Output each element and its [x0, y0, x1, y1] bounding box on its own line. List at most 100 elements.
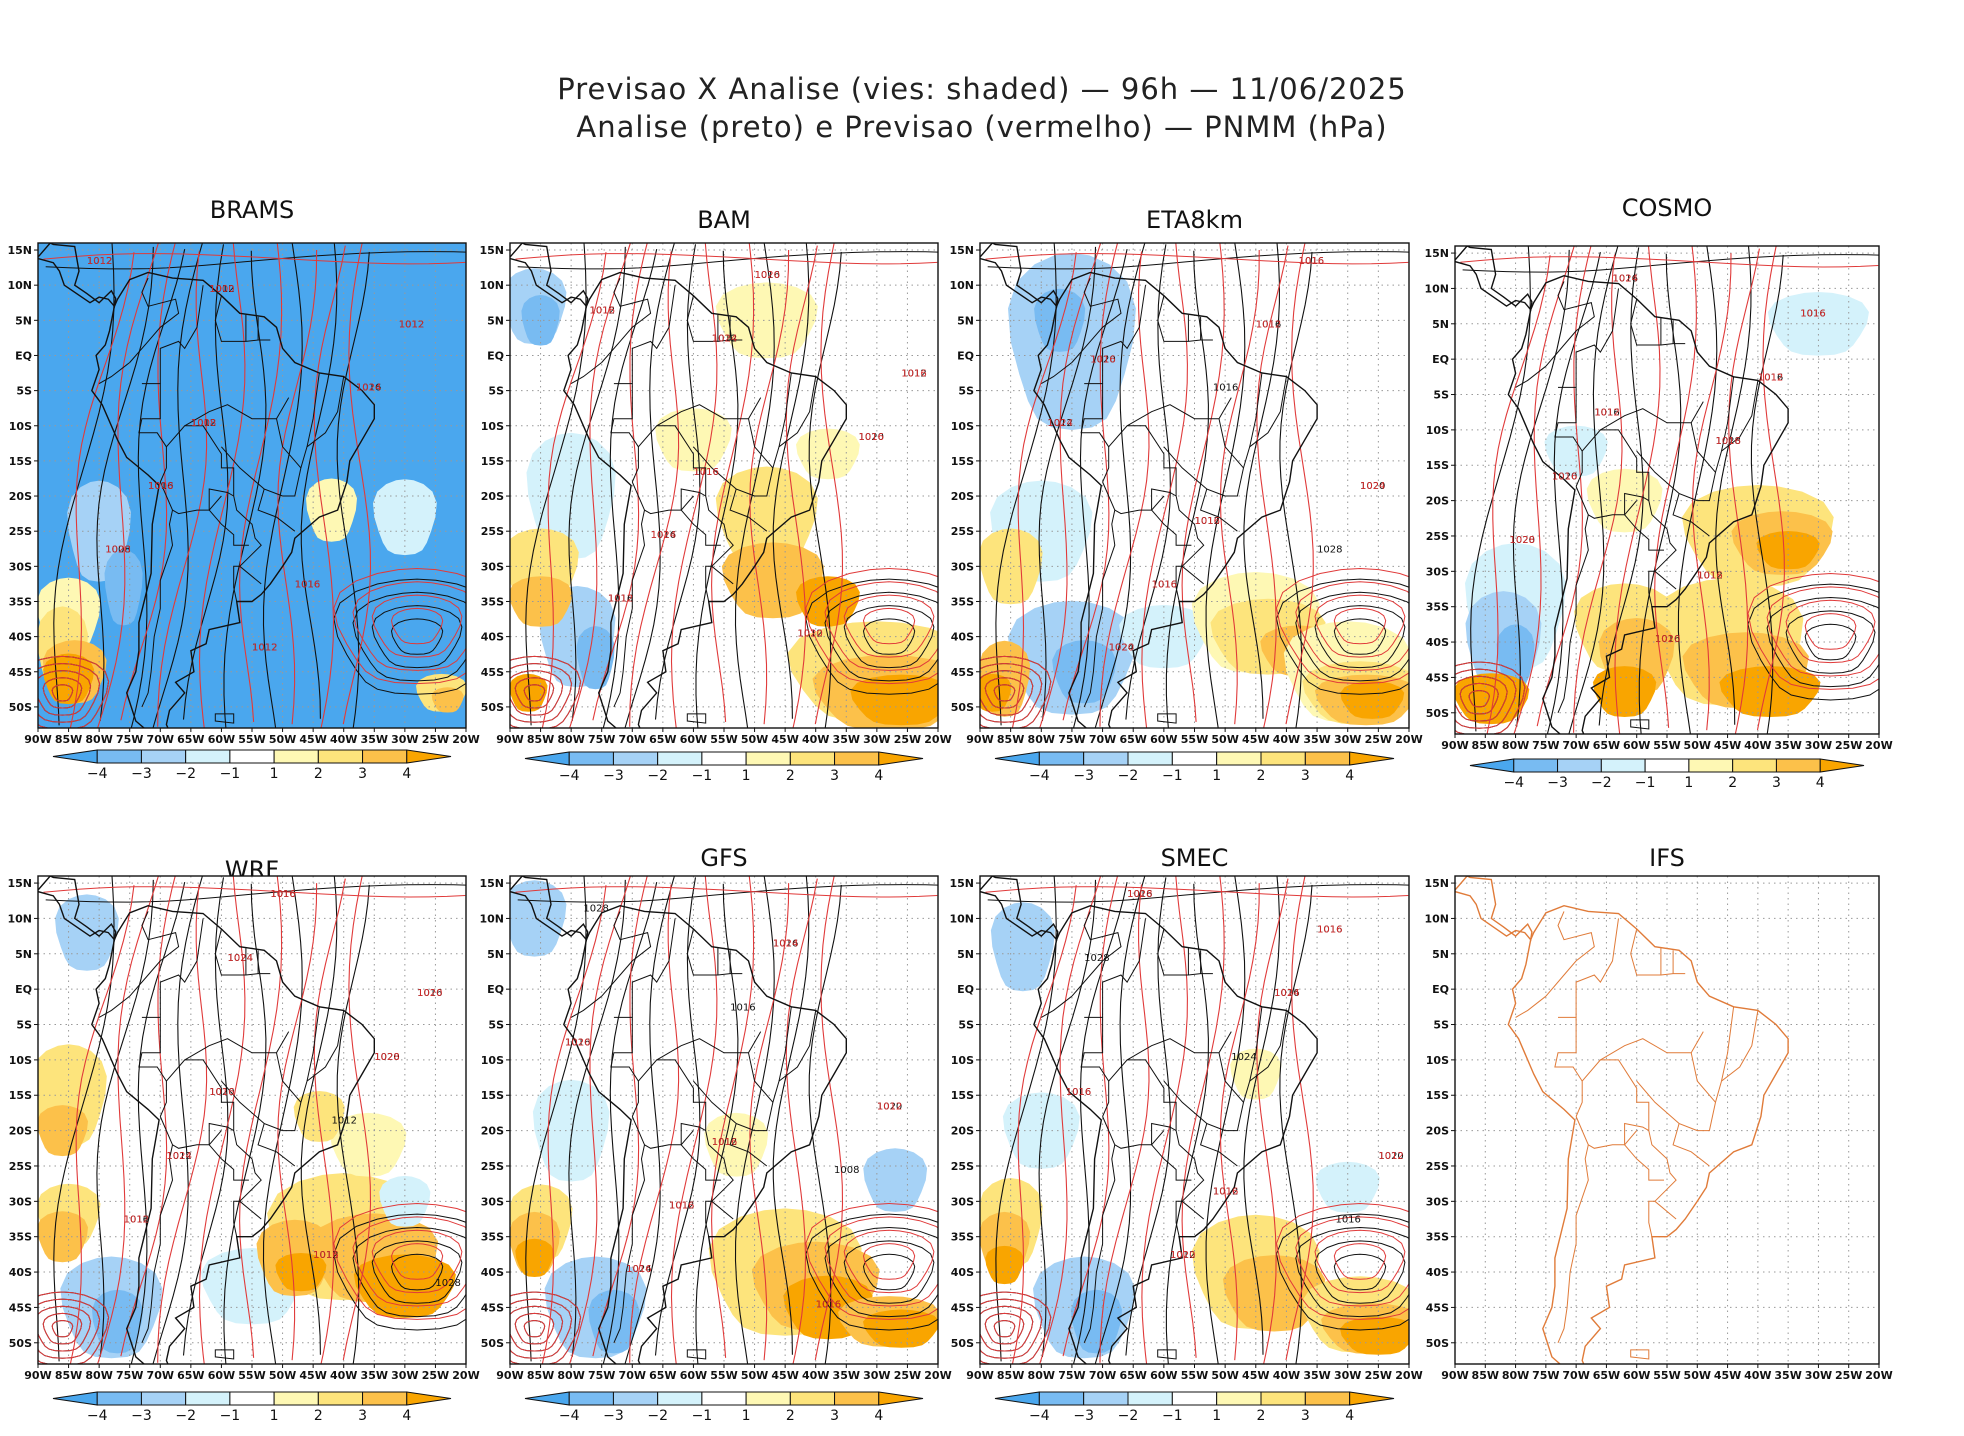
- isobar-label: 1016: [773, 939, 798, 950]
- lon-tick-label: 40W: [1273, 733, 1300, 746]
- isobar-label: 1020: [565, 1038, 590, 1049]
- lon-tick-label: 20W: [924, 1369, 951, 1382]
- isobar-label: 1028: [1127, 889, 1152, 900]
- isobar-line: [45, 884, 466, 903]
- isobar-label: 1016: [1066, 1087, 1091, 1098]
- isobar-line: [541, 885, 607, 1364]
- country-border: [1575, 1059, 1677, 1220]
- isobar-ring: [993, 1319, 1016, 1338]
- isobar-ring: [1333, 607, 1387, 645]
- isobar-ring: [352, 581, 466, 671]
- lat-tick-label: 45S: [1426, 1301, 1449, 1314]
- isobar-line: [517, 251, 938, 270]
- isobar-line: [313, 245, 346, 728]
- colorbar-label: 2: [314, 1408, 323, 1424]
- country-border: [1515, 995, 1547, 1018]
- bias-area: [515, 1238, 554, 1277]
- lon-tick-label: 90W: [966, 1369, 993, 1382]
- isobar-label: 1024: [228, 953, 253, 964]
- colorbar-label: 4: [402, 766, 411, 782]
- isobar-line: [1256, 245, 1289, 728]
- lon-tick-label: 30W: [1334, 733, 1361, 746]
- isobar-ring: [824, 591, 938, 682]
- country-border: [705, 1200, 712, 1237]
- isobar-ring: [352, 1216, 466, 1307]
- lat-tick-label: EQ: [957, 983, 974, 996]
- country-border: [1721, 380, 1759, 452]
- lat-tick-label: 50S: [951, 1337, 974, 1350]
- bias-area: [796, 576, 860, 627]
- isobar-line: [342, 876, 372, 1361]
- colorbar-label: −2: [647, 1408, 668, 1424]
- colorbar-label: −4: [87, 766, 108, 782]
- lat-tick-label: 10N: [7, 279, 32, 292]
- isobar-line: [313, 878, 346, 1364]
- isobar-line: [1219, 883, 1260, 1361]
- lat-tick-label: 50S: [9, 1337, 32, 1350]
- country-border: [754, 372, 792, 497]
- colorbar-swatch: [140, 749, 187, 764]
- isobar-label: 1016: [295, 579, 320, 590]
- lon-tick-label: 80W: [85, 733, 112, 746]
- lat-tick-label: 15N: [949, 244, 974, 257]
- country-border: [1041, 995, 1073, 1018]
- isobar-label: 1016: [1256, 319, 1281, 330]
- isobar-ring: [824, 1226, 938, 1318]
- colorbar-swatch: [362, 1391, 408, 1406]
- country-border: [1249, 1010, 1287, 1082]
- colorbar-swatch: [1083, 751, 1129, 766]
- country-border: [1697, 376, 1735, 502]
- coastline: [91, 271, 375, 728]
- falkland-islands: [1157, 713, 1177, 724]
- isobar-line: [1094, 243, 1146, 728]
- colorbar: −4 −3 −2 −1 1 2 3 4: [994, 751, 1395, 784]
- isobar-ring: [51, 1319, 74, 1338]
- isobar-line: [1460, 256, 1879, 268]
- bias-area: [510, 673, 548, 712]
- colorbar-label: −2: [175, 1408, 196, 1424]
- panel-title: COSMO: [1622, 194, 1712, 222]
- lon-tick-label: 75W: [588, 733, 615, 746]
- isobar-label: 1024: [626, 1264, 651, 1275]
- country-border: [613, 1116, 646, 1344]
- lat-tick-label: 40S: [9, 631, 32, 644]
- colorbar-label: 4: [402, 1408, 411, 1424]
- colorbar-label: 1: [1684, 775, 1693, 791]
- country-border: [1083, 1116, 1116, 1343]
- isobar-line: [1513, 246, 1575, 734]
- isobar-line: [300, 243, 338, 719]
- isobar-label: 1012: [1213, 1186, 1238, 1197]
- coastline: [1033, 271, 1318, 728]
- country-border: [778, 376, 817, 448]
- lat-tick-label: 40S: [1426, 1266, 1449, 1279]
- bias-area: [293, 1091, 345, 1142]
- isobar-line: [1141, 876, 1188, 1364]
- isobar-label: 1016: [1213, 1186, 1238, 1197]
- colorbar-swatch: [1260, 751, 1306, 766]
- lat-tick-label: 45S: [9, 666, 32, 679]
- country-border: [276, 418, 302, 469]
- isobar-line: [157, 251, 208, 727]
- map-panel-eta8km: ETA8km1020101210161012101610161020102410…: [949, 206, 1422, 784]
- colorbar-swatch: [568, 1391, 614, 1406]
- lon-tick-label: 40W: [1273, 1369, 1300, 1382]
- isobar-line: [1205, 243, 1246, 728]
- isobar-line: [569, 876, 631, 1364]
- isobar-label: 1016: [651, 530, 676, 541]
- isobar-line: [43, 253, 466, 265]
- coastline-central-america: [510, 243, 589, 308]
- isobar-ring: [1295, 1226, 1409, 1318]
- isobar-line: [157, 884, 208, 1363]
- country-border: [686, 928, 743, 976]
- isobar-line: [43, 886, 466, 898]
- lon-tick-label: 70W: [1562, 739, 1589, 752]
- isobar-ring: [1804, 613, 1857, 650]
- country-border: [233, 1200, 240, 1237]
- isobar-line: [1756, 246, 1785, 731]
- lon-tick-label: 65W: [1593, 1369, 1620, 1382]
- colorbar-label: −4: [559, 1408, 580, 1424]
- colorbar-label: −3: [603, 768, 624, 784]
- lat-tick-label: 10S: [9, 420, 32, 433]
- isobar-line: [1692, 253, 1732, 731]
- lon-tick-label: 80W: [1502, 1369, 1529, 1382]
